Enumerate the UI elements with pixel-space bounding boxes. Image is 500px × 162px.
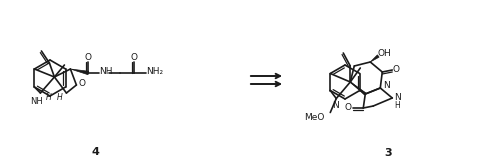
Polygon shape	[70, 69, 89, 75]
Text: NH: NH	[98, 68, 112, 76]
Text: N: N	[394, 93, 400, 103]
Text: H: H	[394, 100, 400, 110]
Text: 4: 4	[91, 147, 99, 157]
Text: NH: NH	[30, 98, 43, 106]
Text: O: O	[345, 104, 352, 112]
Text: OH: OH	[378, 48, 391, 58]
Text: O: O	[79, 79, 86, 87]
Text: O: O	[393, 64, 400, 74]
Text: MeO: MeO	[304, 113, 324, 122]
Text: 3: 3	[384, 148, 392, 158]
Text: N: N	[332, 101, 338, 110]
Polygon shape	[370, 55, 379, 62]
Text: N: N	[383, 81, 390, 91]
Polygon shape	[350, 82, 366, 95]
Text: O: O	[85, 52, 92, 62]
Text: H: H	[46, 93, 52, 102]
Text: H: H	[56, 93, 62, 103]
Text: NH₂: NH₂	[146, 68, 163, 76]
Text: O: O	[131, 52, 138, 62]
